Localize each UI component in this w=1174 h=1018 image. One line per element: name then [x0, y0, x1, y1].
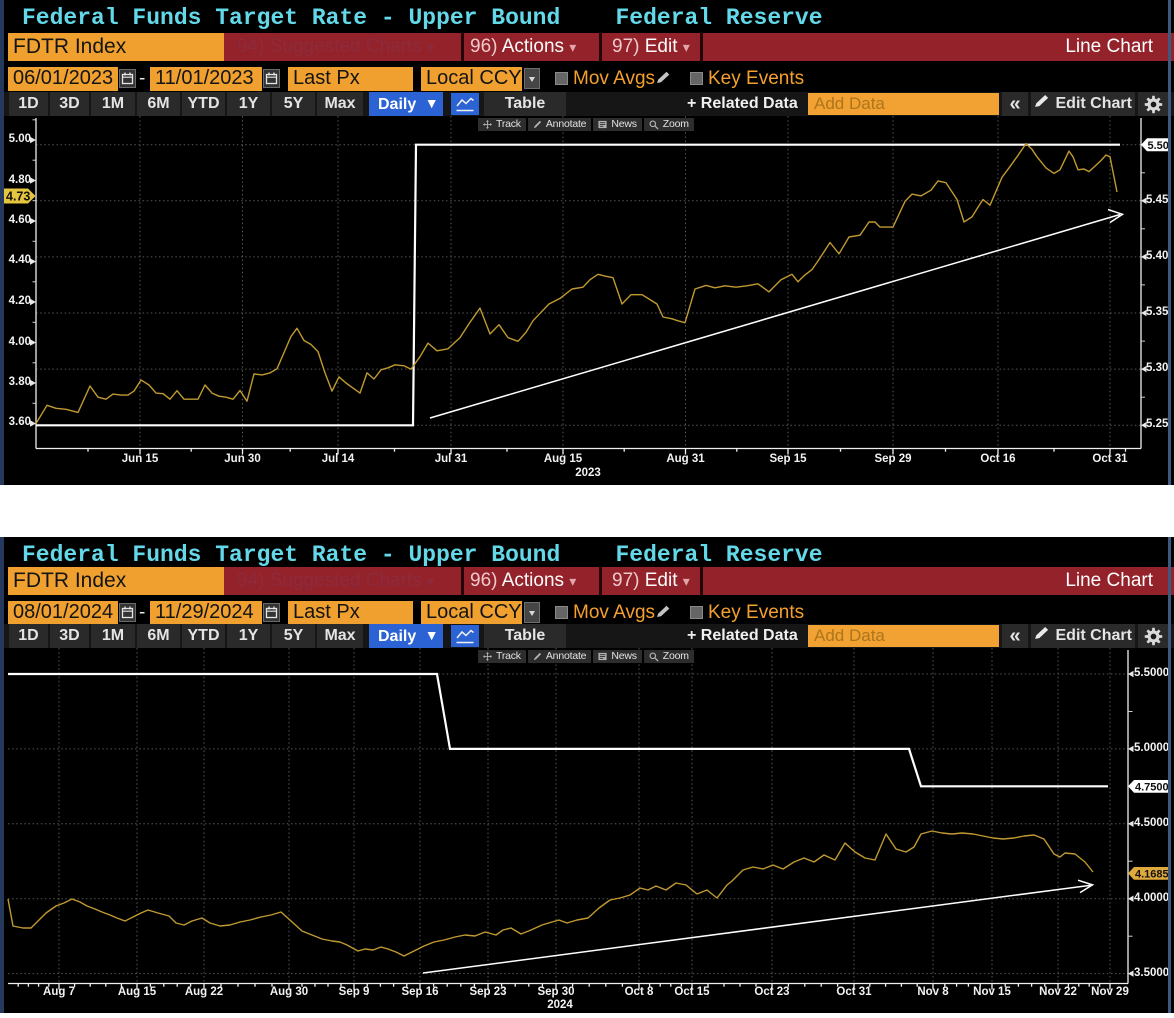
svg-text:4.7500: 4.7500: [1135, 782, 1169, 794]
svg-text:5.50: 5.50: [1148, 140, 1169, 152]
svg-text:4.73: 4.73: [6, 190, 30, 204]
svg-text:4.1685: 4.1685: [1135, 869, 1169, 881]
